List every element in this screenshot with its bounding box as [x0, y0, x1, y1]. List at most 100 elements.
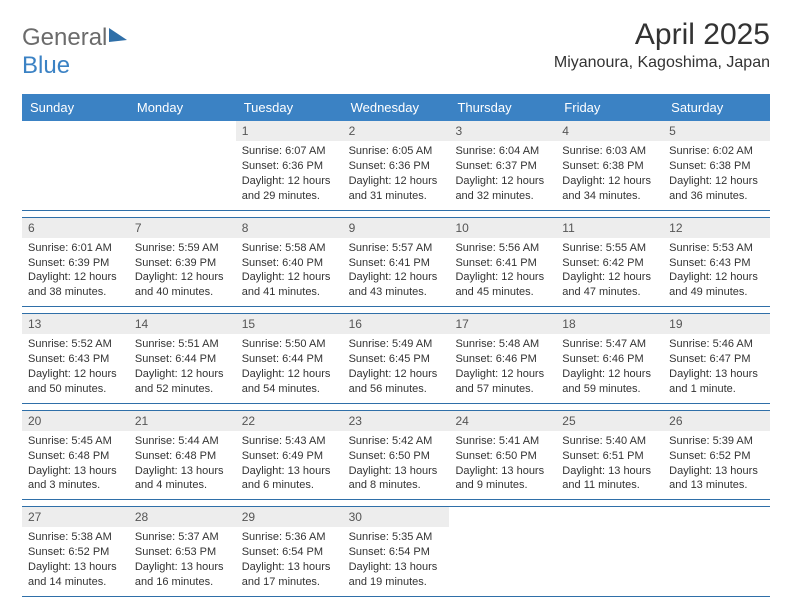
- calendar-week: 13Sunrise: 5:52 AMSunset: 6:43 PMDayligh…: [22, 313, 770, 404]
- sunrise-line: Sunrise: 5:39 AM: [669, 434, 764, 449]
- day-number: 5: [663, 121, 770, 141]
- weekday-sunday: Sunday: [22, 94, 129, 121]
- calendar-cell: 8Sunrise: 5:58 AMSunset: 6:40 PMDaylight…: [236, 218, 343, 307]
- daylight-line: Daylight: 12 hours and 49 minutes.: [669, 270, 764, 300]
- day-details: Sunrise: 5:58 AMSunset: 6:40 PMDaylight:…: [236, 238, 343, 306]
- sunrise-line: Sunrise: 5:57 AM: [349, 241, 444, 256]
- day-number: 28: [129, 507, 236, 527]
- sunset-line: Sunset: 6:48 PM: [28, 449, 123, 464]
- calendar-cell: 6Sunrise: 6:01 AMSunset: 6:39 PMDaylight…: [22, 218, 129, 307]
- calendar-cell-empty: [449, 507, 556, 596]
- day-details: Sunrise: 5:36 AMSunset: 6:54 PMDaylight:…: [236, 527, 343, 595]
- sunset-line: Sunset: 6:42 PM: [562, 256, 657, 271]
- day-details: Sunrise: 5:51 AMSunset: 6:44 PMDaylight:…: [129, 334, 236, 402]
- calendar-cell: 27Sunrise: 5:38 AMSunset: 6:52 PMDayligh…: [22, 507, 129, 596]
- daylight-line: Daylight: 12 hours and 29 minutes.: [242, 174, 337, 204]
- weekday-thursday: Thursday: [449, 94, 556, 121]
- daylight-line: Daylight: 13 hours and 16 minutes.: [135, 560, 230, 590]
- day-number: 3: [449, 121, 556, 141]
- day-details: Sunrise: 5:52 AMSunset: 6:43 PMDaylight:…: [22, 334, 129, 402]
- day-details: Sunrise: 5:55 AMSunset: 6:42 PMDaylight:…: [556, 238, 663, 306]
- daylight-line: Daylight: 13 hours and 9 minutes.: [455, 464, 550, 494]
- brand-text: General Blue: [22, 24, 127, 80]
- sunrise-line: Sunrise: 5:41 AM: [455, 434, 550, 449]
- sunrise-line: Sunrise: 5:38 AM: [28, 530, 123, 545]
- daylight-line: Daylight: 12 hours and 56 minutes.: [349, 367, 444, 397]
- sunrise-line: Sunrise: 5:51 AM: [135, 337, 230, 352]
- daylight-line: Daylight: 13 hours and 19 minutes.: [349, 560, 444, 590]
- calendar-cell: 15Sunrise: 5:50 AMSunset: 6:44 PMDayligh…: [236, 314, 343, 403]
- day-details: Sunrise: 5:49 AMSunset: 6:45 PMDaylight:…: [343, 334, 450, 402]
- day-details: Sunrise: 5:59 AMSunset: 6:39 PMDaylight:…: [129, 238, 236, 306]
- brand-part2: Blue: [22, 52, 70, 79]
- sunrise-line: Sunrise: 5:56 AM: [455, 241, 550, 256]
- calendar-cell: 26 Sunrise: 5:39 AMSunset: 6:52 PMDayligh…: [663, 411, 770, 500]
- sunset-line: Sunset: 6:46 PM: [562, 352, 657, 367]
- day-number: 18: [556, 314, 663, 334]
- calendar-week: 27Sunrise: 5:38 AMSunset: 6:52 PMDayligh…: [22, 506, 770, 597]
- page-subtitle: Miyanoura, Kagoshima, Japan: [554, 54, 770, 72]
- weekday-tuesday: Tuesday: [236, 94, 343, 121]
- sunrise-line: Sunrise: 6:03 AM: [562, 144, 657, 159]
- day-number: 24: [449, 411, 556, 431]
- day-details: Sunrise: 5:44 AMSunset: 6:48 PMDaylight:…: [129, 431, 236, 499]
- calendar-cell: 25Sunrise: 5:40 AMSunset: 6:51 PMDayligh…: [556, 411, 663, 500]
- sunrise-line: Sunrise: 5:46 AM: [669, 337, 764, 352]
- sunrise-line: Sunrise: 6:02 AM: [669, 144, 764, 159]
- day-number: 10: [449, 218, 556, 238]
- sunrise-line: Sunrise: 5:44 AM: [135, 434, 230, 449]
- daylight-line: Daylight: 12 hours and 54 minutes.: [242, 367, 337, 397]
- calendar-cell-empty: [129, 121, 236, 210]
- calendar-cell: 19Sunrise: 5:46 AMSunset: 6:47 PMDayligh…: [663, 314, 770, 403]
- sunrise-line: Sunrise: 5:59 AM: [135, 241, 230, 256]
- calendar-cell: 29Sunrise: 5:36 AMSunset: 6:54 PMDayligh…: [236, 507, 343, 596]
- calendar-cell: 11Sunrise: 5:55 AMSunset: 6:42 PMDayligh…: [556, 218, 663, 307]
- day-details: Sunrise: 5:42 AMSunset: 6:50 PMDaylight:…: [343, 431, 450, 499]
- day-details: Sunrise: 6:04 AMSunset: 6:37 PMDaylight:…: [449, 141, 556, 209]
- sunset-line: Sunset: 6:43 PM: [28, 352, 123, 367]
- sunrise-line: Sunrise: 5:55 AM: [562, 241, 657, 256]
- daylight-line: Daylight: 13 hours and 3 minutes.: [28, 464, 123, 494]
- day-details: Sunrise: 5:45 AMSunset: 6:48 PMDaylight:…: [22, 431, 129, 499]
- page-title: April 2025: [554, 18, 770, 52]
- sunset-line: Sunset: 6:52 PM: [669, 449, 764, 464]
- day-details: Sunrise: 5:47 AMSunset: 6:46 PMDaylight:…: [556, 334, 663, 402]
- day-details: Sunrise: 5:57 AMSunset: 6:41 PMDaylight:…: [343, 238, 450, 306]
- calendar-cell: 17Sunrise: 5:48 AMSunset: 6:46 PMDayligh…: [449, 314, 556, 403]
- sunrise-line: Sunrise: 5:53 AM: [669, 241, 764, 256]
- calendar-week: 20Sunrise: 5:45 AMSunset: 6:48 PMDayligh…: [22, 410, 770, 501]
- sunset-line: Sunset: 6:43 PM: [669, 256, 764, 271]
- daylight-line: Daylight: 13 hours and 13 minutes.: [669, 464, 764, 494]
- day-number: 16: [343, 314, 450, 334]
- day-details: Sunrise: 5:48 AMSunset: 6:46 PMDaylight:…: [449, 334, 556, 402]
- daylight-line: Daylight: 13 hours and 11 minutes.: [562, 464, 657, 494]
- calendar-cell: 4Sunrise: 6:03 AMSunset: 6:38 PMDaylight…: [556, 121, 663, 210]
- sunrise-line: Sunrise: 5:49 AM: [349, 337, 444, 352]
- day-details: Sunrise: 6:03 AMSunset: 6:38 PMDaylight:…: [556, 141, 663, 209]
- day-details: Sunrise: 6:07 AMSunset: 6:36 PMDaylight:…: [236, 141, 343, 209]
- daylight-line: Daylight: 12 hours and 38 minutes.: [28, 270, 123, 300]
- calendar-cell: 20Sunrise: 5:45 AMSunset: 6:48 PMDayligh…: [22, 411, 129, 500]
- daylight-line: Daylight: 13 hours and 4 minutes.: [135, 464, 230, 494]
- daylight-line: Daylight: 13 hours and 8 minutes.: [349, 464, 444, 494]
- weekday-saturday: Saturday: [663, 94, 770, 121]
- brand-logo: General Blue: [22, 24, 127, 80]
- day-number: 30: [343, 507, 450, 527]
- daylight-line: Daylight: 12 hours and 52 minutes.: [135, 367, 230, 397]
- daylight-line: Daylight: 13 hours and 14 minutes.: [28, 560, 123, 590]
- day-number: 26: [663, 411, 770, 431]
- day-number: 17: [449, 314, 556, 334]
- calendar-cell: 10Sunrise: 5:56 AMSunset: 6:41 PMDayligh…: [449, 218, 556, 307]
- day-details: Sunrise: 5:56 AMSunset: 6:41 PMDaylight:…: [449, 238, 556, 306]
- day-number: 12: [663, 218, 770, 238]
- sunset-line: Sunset: 6:45 PM: [349, 352, 444, 367]
- sunset-line: Sunset: 6:54 PM: [242, 545, 337, 560]
- calendar-cell: 22Sunrise: 5:43 AMSunset: 6:49 PMDayligh…: [236, 411, 343, 500]
- calendar-cell: 28Sunrise: 5:37 AMSunset: 6:53 PMDayligh…: [129, 507, 236, 596]
- day-number: 23: [343, 411, 450, 431]
- calendar-cell: 13Sunrise: 5:52 AMSunset: 6:43 PMDayligh…: [22, 314, 129, 403]
- calendar-cell: 3Sunrise: 6:04 AMSunset: 6:37 PMDaylight…: [449, 121, 556, 210]
- sunset-line: Sunset: 6:53 PM: [135, 545, 230, 560]
- day-number: 2: [343, 121, 450, 141]
- sunset-line: Sunset: 6:40 PM: [242, 256, 337, 271]
